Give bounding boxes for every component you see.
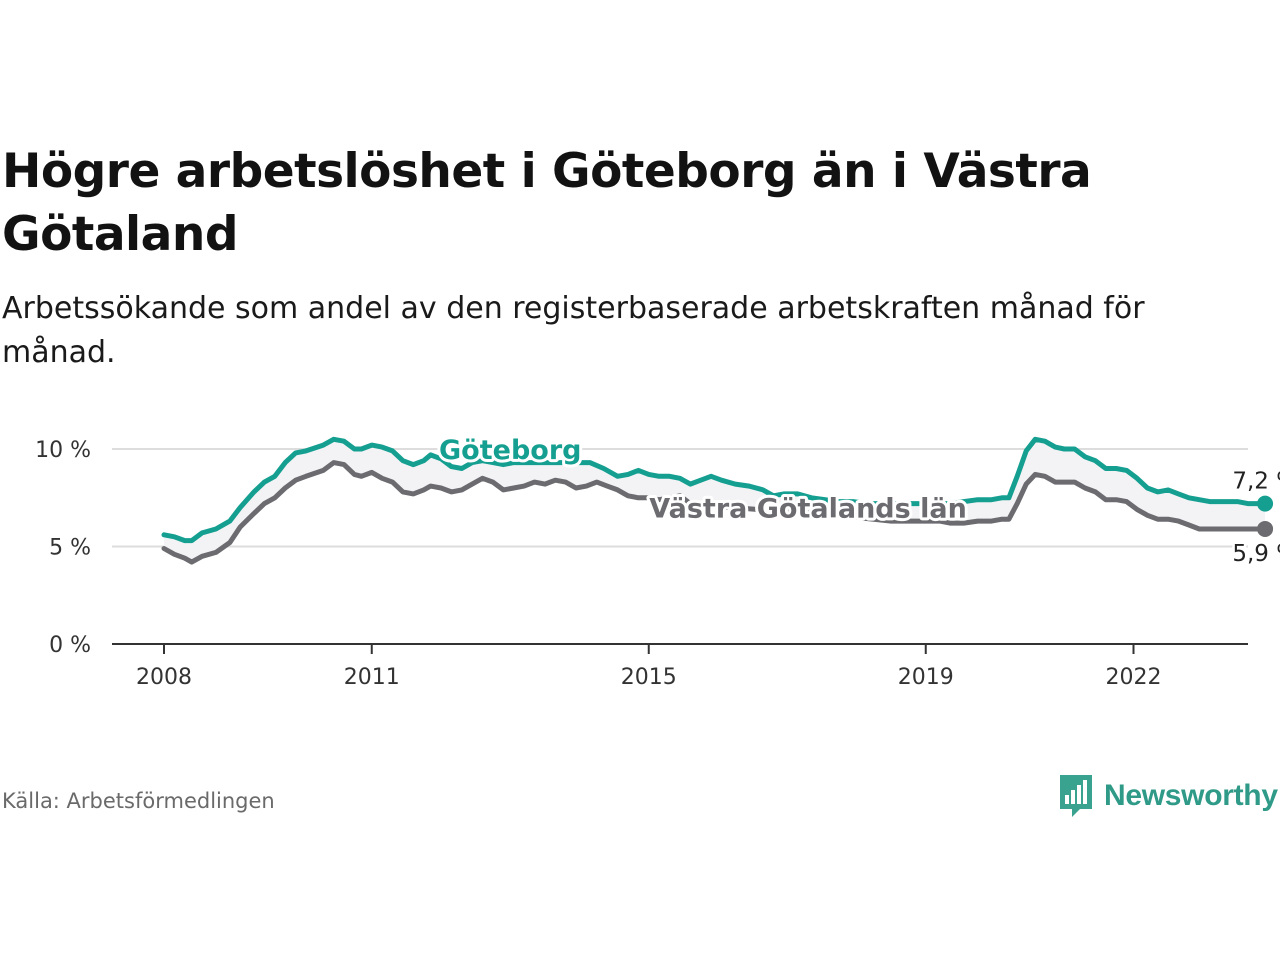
- vastra-gotaland-line: [161, 460, 1268, 565]
- y-tick-label: 0 %: [49, 633, 91, 658]
- goteborg-line: [161, 436, 1268, 544]
- source-note: Källa: Arbetsförmedlingen: [2, 789, 275, 813]
- x-tick-label: 2019: [898, 665, 954, 690]
- x-tick-label: 2008: [136, 665, 192, 690]
- goteborg-line-end-point: [1257, 495, 1274, 512]
- axes: 0 % 5 % 10 % 2008 2011 2015 2019 2022: [35, 438, 1248, 690]
- difference-band-area: [164, 439, 1266, 563]
- bar-chart-speech-icon: [1060, 775, 1092, 817]
- newsworthy-logo: Newsworthy: [1058, 773, 1278, 819]
- chart-title: Högre arbetslöshet i Göteborg än i Västr…: [2, 144, 1092, 262]
- data-labels: Göteborg Västra Götalands län 7,2 % 5,9 %: [436, 432, 1280, 570]
- difference-band: [164, 439, 1266, 563]
- x-tick-label: 2015: [621, 665, 677, 690]
- series-lines: [161, 436, 1274, 565]
- logo-text: Newsworthy: [1104, 779, 1278, 812]
- vastra-end-value-label: 5,9 %: [1232, 541, 1280, 567]
- y-tick-label: 5 %: [49, 536, 91, 561]
- chart-subtitle: Arbetssökande som andel av den registerb…: [2, 291, 1145, 370]
- y-tick-label: 10 %: [35, 438, 91, 463]
- goteborg-end-value-label: 7,2 %: [1232, 469, 1280, 495]
- vastra-series-label: Västra Götalands län: [649, 493, 967, 524]
- vastra-gotaland-line-end-point: [1257, 520, 1274, 537]
- goteborg-series-label: Göteborg: [439, 435, 581, 466]
- x-tick-label: 2022: [1106, 665, 1162, 690]
- x-tick-label: 2011: [344, 665, 400, 690]
